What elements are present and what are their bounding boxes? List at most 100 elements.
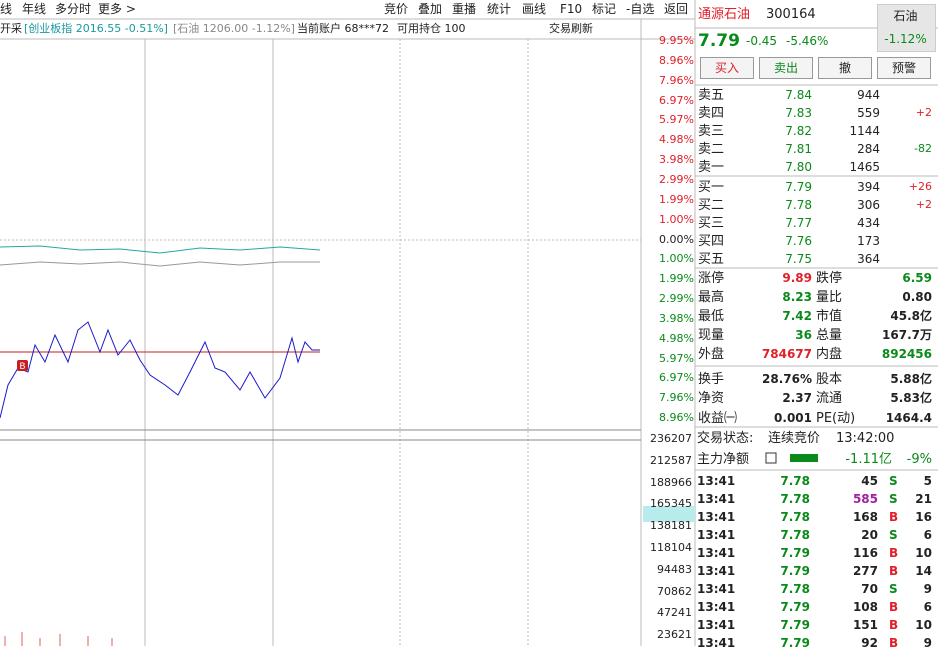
volume-axis-label: 47241 xyxy=(657,606,692,620)
stat-value: 0.001 xyxy=(774,410,812,425)
tick-volume: 585 xyxy=(852,492,878,506)
price-change-pct: -5.46% xyxy=(786,34,829,48)
trade-button[interactable]: 撤 xyxy=(818,57,872,79)
stat-value: 5.83亿 xyxy=(890,391,932,405)
toolbar-button[interactable]: 叠加 xyxy=(418,2,443,16)
stat-label: 外盘 xyxy=(698,347,725,362)
sector-change: -1.12% xyxy=(884,32,927,46)
trade-button[interactable]: 预警 xyxy=(877,57,931,79)
stat-label: 股本 xyxy=(816,371,843,387)
volume-axis-label: 236207 xyxy=(650,432,692,445)
toolbar-button[interactable]: 统计 xyxy=(487,2,512,16)
tick-time: 13:41 xyxy=(697,600,736,614)
tick-volume: 168 xyxy=(852,510,878,524)
price-axis-label: 2.99% xyxy=(659,172,694,186)
price-change: -0.45 xyxy=(746,34,778,48)
book-price: 7.83 xyxy=(785,106,812,120)
tick-price: 7.79 xyxy=(780,564,810,578)
tick-volume: 116 xyxy=(852,546,878,560)
tick-count: 21 xyxy=(915,492,932,506)
main-force-label: 主力净额 xyxy=(697,452,750,467)
book-price: 7.75 xyxy=(785,252,812,266)
stat-value: 5.88亿 xyxy=(890,371,932,386)
book-label: 卖四 xyxy=(698,106,725,121)
toolbar-button[interactable]: 返回 xyxy=(664,2,689,16)
price-axis-label: 5.97% xyxy=(659,351,694,365)
info-prefix: 开采 xyxy=(0,22,22,35)
stat-value: 784677 xyxy=(761,347,812,361)
stat-label: 涨停 xyxy=(698,271,725,286)
book-price: 7.80 xyxy=(785,160,812,174)
sector-box[interactable] xyxy=(877,4,936,52)
price-axis-label: 4.98% xyxy=(659,331,694,345)
tick-volume: 151 xyxy=(852,618,878,632)
tick-price: 7.78 xyxy=(780,474,810,488)
price-axis-label: 2.99% xyxy=(659,292,694,306)
book-price: 7.82 xyxy=(785,124,812,138)
stat-label: 总量 xyxy=(816,328,843,343)
book-price: 7.81 xyxy=(785,142,812,156)
book-volume: 1465 xyxy=(849,160,880,174)
toolbar-button[interactable]: 画线 xyxy=(522,2,547,16)
book-price: 7.76 xyxy=(785,234,812,248)
book-label: 买二 xyxy=(698,198,725,213)
price-axis-label: 7.96% xyxy=(659,391,694,405)
tick-count: 5 xyxy=(923,474,932,488)
price-axis-label: 8.96% xyxy=(659,411,694,425)
info-account: 当前账户 68***72 xyxy=(297,22,389,35)
last-price: 7.79 xyxy=(698,31,740,51)
tick-side: B xyxy=(889,600,899,614)
volume-axis-label: 188966 xyxy=(650,475,692,489)
tick-count: 6 xyxy=(923,528,932,542)
price-axis-label: 7.96% xyxy=(659,73,694,87)
price-axis-label: 4.98% xyxy=(659,133,694,147)
book-volume: 434 xyxy=(857,216,880,230)
tick-price: 7.78 xyxy=(780,492,810,506)
tick-side: B xyxy=(889,636,899,650)
stat-label: 量比 xyxy=(816,290,843,305)
tick-side: B xyxy=(889,618,899,632)
toolbar-item[interactable]: 线 xyxy=(0,2,13,16)
book-volume: 1144 xyxy=(849,124,880,138)
refresh-button[interactable]: 交易刷新 xyxy=(549,22,593,35)
stat-label: 收益㈠ xyxy=(698,410,738,426)
trade-button[interactable]: 买入 xyxy=(700,57,754,79)
price-axis-label: 1.00% xyxy=(659,212,694,226)
tick-time: 13:41 xyxy=(697,492,736,506)
toolbar-button[interactable]: 标记 xyxy=(592,2,617,16)
toolbar-button[interactable]: -自选 xyxy=(626,2,655,16)
status-value: 连续竞价 xyxy=(768,431,821,446)
status-time: 13:42:00 xyxy=(836,431,895,446)
info-index: [创业板指 2016.55 -0.51%] xyxy=(24,22,168,35)
tick-count: 9 xyxy=(923,582,932,596)
book-label: 买三 xyxy=(698,216,725,231)
stat-label: 净资 xyxy=(698,391,725,406)
toolbar-item[interactable]: 多分时 xyxy=(55,2,92,16)
book-price: 7.77 xyxy=(785,216,812,230)
price-axis-label: 1.99% xyxy=(659,272,694,286)
price-axis-label: 3.98% xyxy=(659,311,694,325)
trade-button[interactable]: 卖出 xyxy=(759,57,813,79)
volume-axis-label: 212587 xyxy=(650,453,692,467)
stat-label: 市值 xyxy=(816,309,843,324)
stat-value: 8.23 xyxy=(782,290,812,304)
toolbar-button[interactable]: F10 xyxy=(560,2,583,16)
price-axis-label: 9.95% xyxy=(659,34,694,47)
book-label: 买四 xyxy=(698,234,725,249)
volume-axis-label: 23621 xyxy=(657,628,692,642)
tick-time: 13:41 xyxy=(697,510,736,524)
toolbar-item[interactable]: 更多 > xyxy=(98,2,136,16)
info-sector: [石油 1206.00 -1.12%] xyxy=(173,22,295,35)
toolbar-button[interactable]: 重播 xyxy=(452,2,477,16)
book-volume: 306 xyxy=(857,198,880,212)
book-volume: 559 xyxy=(857,106,880,120)
book-label: 卖二 xyxy=(698,142,725,157)
tick-side: B xyxy=(889,564,899,578)
book-label: 卖三 xyxy=(698,124,725,139)
tick-side: B xyxy=(889,510,899,524)
toolbar-button[interactable]: 竞价 xyxy=(384,2,409,16)
toolbar-item[interactable]: 年线 xyxy=(22,2,47,16)
tick-volume: 20 xyxy=(861,528,878,542)
